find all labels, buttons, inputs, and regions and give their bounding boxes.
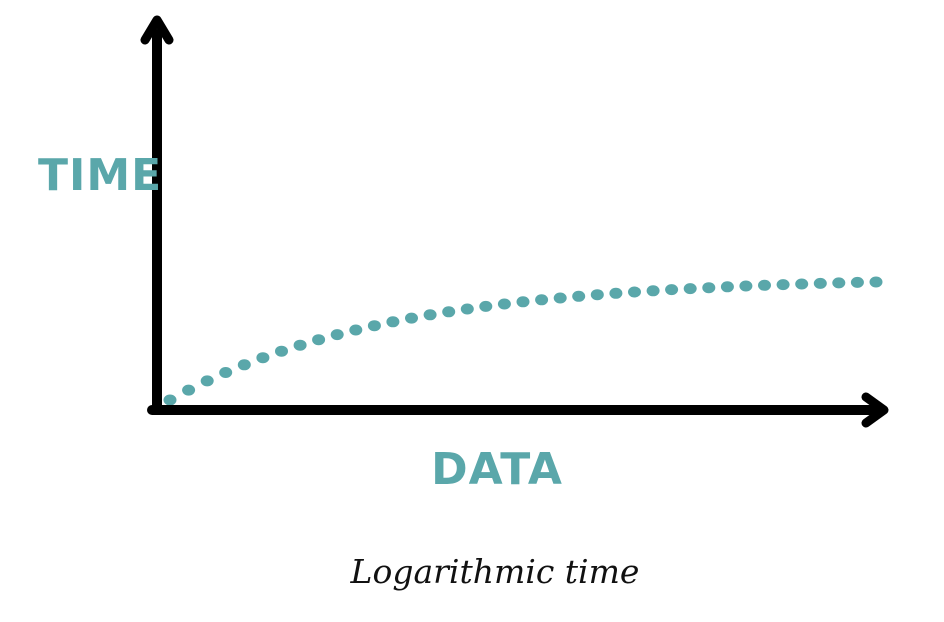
series-point xyxy=(590,289,604,301)
series-point xyxy=(405,312,418,324)
series-point xyxy=(275,345,288,357)
series-point xyxy=(479,300,493,312)
series-point xyxy=(609,287,623,299)
series-point xyxy=(869,276,883,288)
series-point xyxy=(256,352,270,364)
series-point xyxy=(832,277,846,289)
series-point xyxy=(219,367,233,378)
series-point xyxy=(516,296,530,308)
x-axis-arrow-head xyxy=(861,392,889,428)
series-point xyxy=(665,284,679,296)
series-point xyxy=(200,375,214,387)
series-point xyxy=(442,306,456,318)
x-axis-label: DATA xyxy=(431,444,563,495)
series-line xyxy=(163,276,883,406)
series-point xyxy=(646,285,660,297)
series-point xyxy=(535,294,549,306)
series-point xyxy=(628,286,641,298)
series-point xyxy=(739,280,753,292)
figure-caption: Logarithmic time xyxy=(350,552,640,591)
series-point xyxy=(758,279,771,291)
y-axis xyxy=(140,15,174,415)
y-axis-arrow-head xyxy=(140,15,174,45)
series-point xyxy=(720,281,734,293)
series-point xyxy=(776,279,790,291)
y-axis-label: TIME xyxy=(38,150,162,201)
series-point xyxy=(367,320,381,332)
series-point xyxy=(386,316,400,328)
series-point xyxy=(163,394,177,406)
series-point xyxy=(795,278,809,290)
series-point xyxy=(293,339,307,351)
series-point xyxy=(423,309,437,321)
series-point xyxy=(312,334,326,346)
series-point xyxy=(237,359,251,371)
series-point xyxy=(702,282,716,294)
series-point xyxy=(349,324,363,336)
series-point xyxy=(813,277,827,289)
series-point xyxy=(553,292,567,304)
series-point xyxy=(683,283,697,295)
series-point xyxy=(182,384,196,396)
series-point xyxy=(497,298,511,310)
series-point xyxy=(330,329,344,341)
series-point xyxy=(460,303,474,315)
x-axis xyxy=(147,392,889,428)
series-point xyxy=(572,290,586,302)
series-point xyxy=(850,276,864,288)
